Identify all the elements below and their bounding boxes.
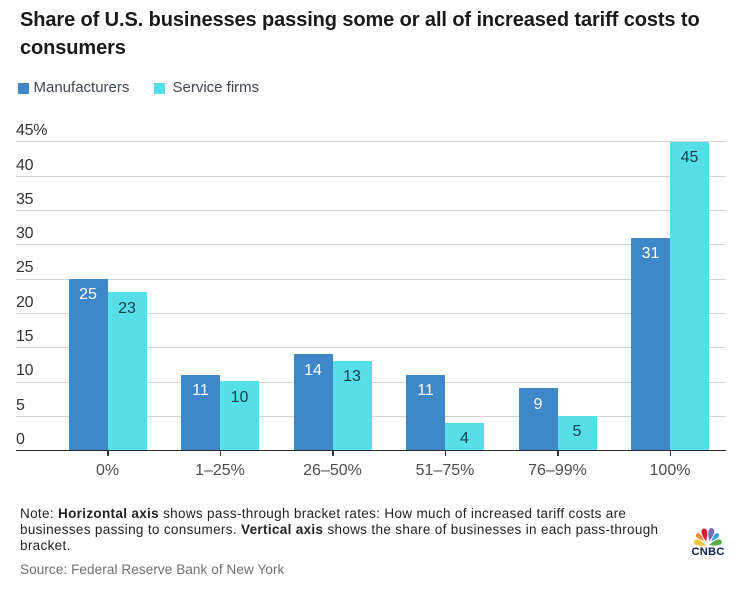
svg-text:CNBC: CNBC — [691, 546, 724, 558]
